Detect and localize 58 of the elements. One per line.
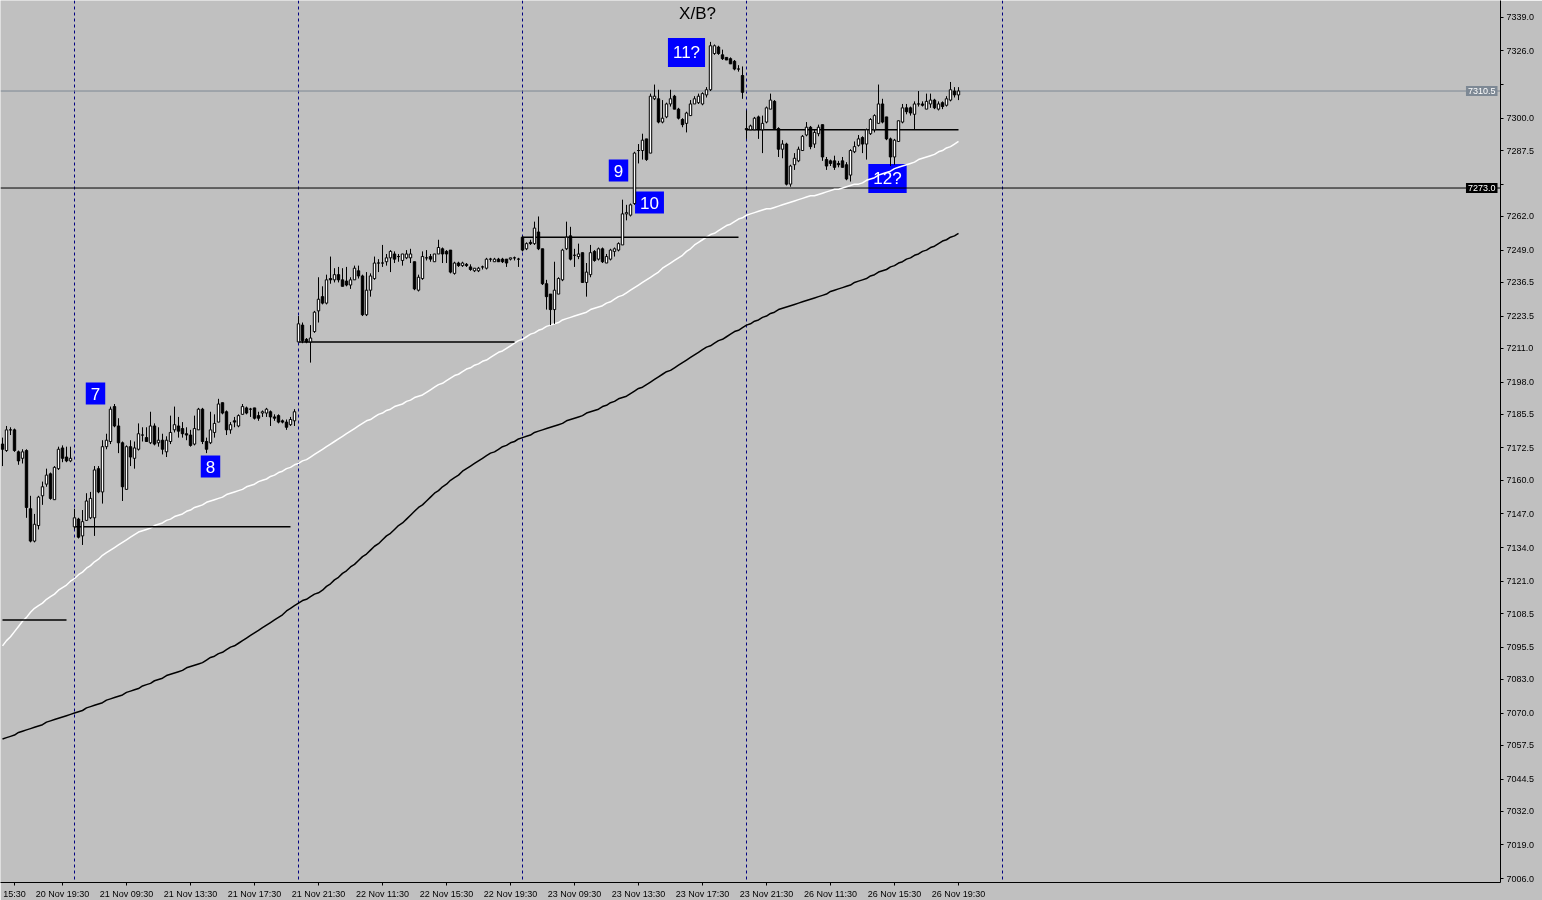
y-tick-label: 7300.0 — [1506, 113, 1535, 124]
x-tick-label: 23 Nov 17:30 — [675, 888, 730, 899]
y-tick-label: 7032.0 — [1506, 806, 1535, 817]
y-tick-label: 7006.0 — [1506, 873, 1535, 884]
x-tick-label: 22 Nov 11:30 — [356, 888, 409, 899]
y-tick-label: 7185.5 — [1506, 409, 1535, 420]
candlestick — [296, 315, 301, 343]
x-tick-label: 22 Nov 19:30 — [483, 888, 538, 899]
y-tick-label: 7339.0 — [1506, 12, 1535, 23]
annotation: 11? — [672, 43, 701, 62]
candlestick — [172, 406, 177, 433]
candlestick — [212, 413, 217, 439]
y-tick-label: 7249.0 — [1506, 245, 1535, 256]
y-tick-label: 7134.0 — [1506, 542, 1535, 553]
annotation: 9 — [613, 161, 624, 181]
candlestick — [84, 492, 89, 521]
annotation: 12? — [873, 169, 902, 188]
candlestick — [568, 226, 573, 261]
y-tick-label: 7095.5 — [1506, 642, 1535, 653]
y-tick-label: 7211.0 — [1506, 343, 1534, 354]
annotation: 8 — [205, 457, 216, 477]
y-tick-label: 7198.0 — [1506, 377, 1535, 388]
x-tick-label: 20 Nov 19:30 — [35, 888, 90, 899]
y-tick-label: 7236.5 — [1506, 277, 1535, 288]
y-tick-label: 7019.0 — [1506, 840, 1535, 850]
annotation: 7 — [90, 384, 101, 404]
y-tick-label: 7223.5 — [1506, 311, 1535, 322]
y-tick-label: 7262.0 — [1506, 211, 1535, 222]
y-tick-label: 7147.0 — [1506, 508, 1535, 519]
x-tick-label: 15:30 — [3, 888, 26, 899]
x-tick-label: 21 Nov 21:30 — [291, 888, 346, 899]
y-tick-label: 7070.0 — [1506, 708, 1535, 719]
x-tick-label: 26 Nov 15:30 — [867, 888, 922, 899]
x-tick-label: 23 Nov 09:30 — [547, 888, 602, 899]
y-tick-label: 7121.0 — [1506, 576, 1535, 587]
y-tick-label: 7083.0 — [1506, 674, 1535, 685]
y-tick-label: 7108.5 — [1506, 608, 1535, 619]
candlestick — [40, 481, 45, 506]
y-tick-label: 7160.0 — [1506, 475, 1535, 486]
y-tick-label: 7172.5 — [1506, 442, 1535, 453]
y-tick-label: 7287.5 — [1506, 145, 1535, 156]
x-tick-label: 21 Nov 13:30 — [163, 888, 218, 899]
y-tick-label: 7326.0 — [1506, 45, 1535, 56]
x-tick-label: 22 Nov 15:30 — [419, 888, 474, 899]
ref-line-label: 7273.0 — [1467, 183, 1496, 194]
candlestick — [160, 433, 165, 455]
x-tick-label: 23 Nov 13:30 — [611, 888, 666, 899]
y-tick-label: 7044.5 — [1506, 774, 1535, 785]
x-tick-label: 23 Nov 21:30 — [739, 888, 794, 899]
annotation: X/B? — [679, 4, 716, 23]
x-tick-label: 26 Nov 19:30 — [931, 888, 986, 899]
ref-line-label: 7310.5 — [1467, 86, 1496, 97]
x-tick-label: 21 Nov 09:30 — [99, 888, 154, 899]
x-tick-label: 21 Nov 17:30 — [227, 888, 282, 899]
annotation: 10 — [640, 193, 659, 213]
line-series — [1, 232, 960, 740]
y-tick-label: 7057.5 — [1506, 740, 1535, 751]
x-tick-label: 26 Nov 11:30 — [804, 888, 857, 899]
